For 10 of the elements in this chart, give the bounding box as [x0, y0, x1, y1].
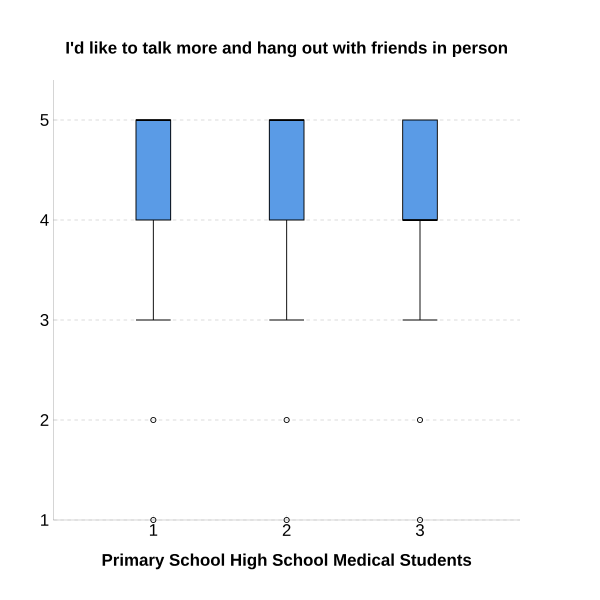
- y-tick-label: 3: [40, 314, 48, 326]
- chart-title: I'd like to talk more and hang out with friends in person: [66, 41, 507, 58]
- y-tick-label: 5: [40, 114, 48, 126]
- x-axis-title: Primary School High School Medical Students: [102, 554, 472, 570]
- x-tick-label: 2: [282, 524, 290, 536]
- x-tick-label: 1: [150, 524, 158, 536]
- y-tick-label: 1: [41, 514, 48, 526]
- y-tick-label: 2: [40, 414, 48, 426]
- x-tick-label: 3: [416, 524, 424, 536]
- y-tick-label: 4: [40, 214, 49, 226]
